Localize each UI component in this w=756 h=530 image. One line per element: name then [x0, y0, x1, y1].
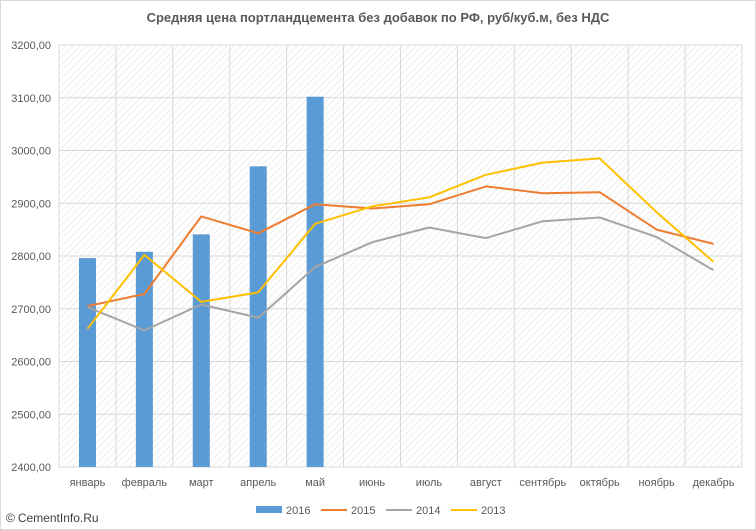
- y-tick-label: 2600,00: [11, 357, 51, 369]
- line-2014: [87, 216, 715, 332]
- line-series: [86, 157, 715, 332]
- line-2015: [87, 185, 714, 308]
- x-tick-label: январь: [70, 477, 106, 489]
- y-tick-label: 2700,00: [11, 304, 51, 316]
- x-tick-label: июнь: [359, 477, 385, 489]
- bar-2016: [78, 258, 96, 467]
- x-tick-label: октябрь: [580, 477, 620, 489]
- x-tick-label: февраль: [122, 477, 168, 489]
- y-tick-label: 2900,00: [11, 198, 51, 210]
- watermark: © CementInfo.Ru: [6, 511, 99, 525]
- legend-label-2015: 2015: [351, 505, 375, 517]
- bar-2016: [306, 96, 324, 467]
- x-tick-label: март: [189, 477, 214, 489]
- legend: 2016 2015 2014 2013: [256, 505, 505, 517]
- x-tick-label: сентябрь: [519, 477, 566, 489]
- legend-swatch-2016: [256, 506, 282, 513]
- legend-label-2016: 2016: [286, 505, 310, 517]
- x-tick-label: июль: [416, 477, 443, 489]
- bar-series: [78, 96, 324, 467]
- chart-title: Средняя цена портландцемента без добавок…: [146, 10, 610, 25]
- x-axis: январь февраль март апрель май июнь июль август…: [70, 477, 735, 489]
- x-tick-label: август: [470, 477, 502, 489]
- y-tick-label: 3200,00: [11, 40, 51, 52]
- line-2013: [86, 157, 715, 330]
- bar-2016: [192, 234, 210, 467]
- y-tick-label: 2400,00: [11, 462, 51, 474]
- y-axis: 2400,00 2500,00 2600,00 2700,00 2800,00 2900,…: [11, 40, 51, 474]
- y-tick-label: 3000,00: [11, 146, 51, 158]
- copyright-icon: ©: [6, 511, 15, 525]
- y-tick-label: 2800,00: [11, 251, 51, 263]
- bar-2016: [135, 251, 153, 467]
- legend-label-2014: 2014: [416, 505, 440, 517]
- x-tick-label: май: [305, 477, 325, 489]
- grid-lines: [58, 44, 743, 468]
- x-tick-label: декабрь: [693, 477, 735, 489]
- x-tick-label: апрель: [240, 477, 276, 489]
- watermark-text: CementInfo.Ru: [17, 511, 99, 525]
- x-tick-label: ноябрь: [638, 477, 675, 489]
- legend-label-2013: 2013: [481, 505, 505, 517]
- y-tick-label: 2500,00: [11, 409, 51, 421]
- y-tick-label: 3100,00: [11, 93, 51, 105]
